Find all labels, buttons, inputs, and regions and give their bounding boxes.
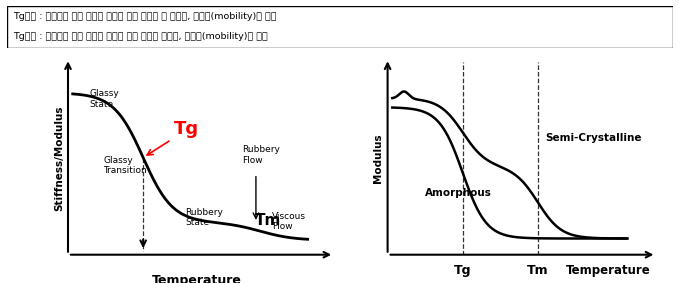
Text: Tm: Tm: [255, 213, 281, 228]
Text: Tm: Tm: [527, 264, 549, 277]
Text: Rubbery
Flow: Rubbery Flow: [242, 145, 279, 165]
Y-axis label: Stiffness/Modulus: Stiffness/Modulus: [54, 106, 64, 211]
Y-axis label: Modulus: Modulus: [373, 134, 384, 183]
FancyBboxPatch shape: [7, 6, 673, 48]
Text: Temperature: Temperature: [566, 264, 651, 277]
Text: Temperature: Temperature: [152, 274, 242, 283]
Text: Tg: Tg: [454, 264, 471, 277]
Text: Tg이상 : 고분자는 연성 상태로 고무와 같은 성질을 보이며, 유동성(mobility)이 증가: Tg이상 : 고분자는 연성 상태로 고무와 같은 성질을 보이며, 유동성(m…: [14, 32, 268, 41]
Text: Tg이하 : 고분자는 강성 상태로 유리와 같이 부러질 수 있으며, 유동성(mobility)가 낮음: Tg이하 : 고분자는 강성 상태로 유리와 같이 부러질 수 있으며, 유동성…: [14, 12, 277, 21]
Text: Glassy
Transition: Glassy Transition: [103, 156, 147, 175]
Text: Semi-Crystalline: Semi-Crystalline: [545, 133, 641, 143]
Text: Glassy
State: Glassy State: [89, 89, 119, 109]
Text: Viscous
Flow: Viscous Flow: [273, 211, 307, 231]
Text: Rubbery
State: Rubbery State: [186, 208, 223, 227]
Text: Tg: Tg: [173, 120, 199, 138]
Text: Amorphous: Amorphous: [425, 188, 492, 198]
